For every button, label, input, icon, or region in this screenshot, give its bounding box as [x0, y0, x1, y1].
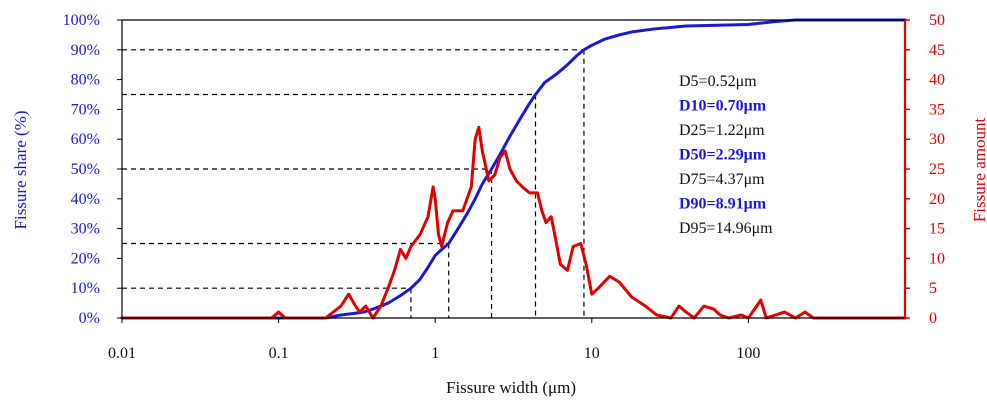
right-tick-label: 20: [929, 191, 945, 208]
annotation-d50: D50=2.29μm: [679, 147, 767, 164]
right-tick-label: 25: [929, 161, 945, 178]
annotation-d90: D90=8.91μm: [679, 196, 767, 213]
annotation-d10: D10=0.70μm: [679, 98, 767, 115]
series-lines: [120, 18, 907, 320]
left-tick-label: 70%: [71, 101, 100, 118]
right-tick-label: 30: [929, 131, 945, 148]
left-tick-label: 10%: [71, 280, 100, 297]
right-tick-label: 15: [929, 221, 945, 238]
right-tick-label: 10: [929, 250, 945, 267]
x-axis-title: Fissure width (μm): [446, 378, 576, 397]
annotation-d5: D5=0.52μm: [679, 73, 757, 90]
x-tick-label: 0.01: [108, 345, 136, 362]
left-tick-label: 0%: [79, 310, 100, 327]
left-tick-label: 90%: [71, 42, 100, 59]
right-axis-title: Fissure amount: [970, 118, 987, 223]
guide-lines: [122, 49, 585, 318]
left-axis-title: Fissure share (%): [11, 111, 30, 230]
tick-labels: 0% 10% 20% 30% 40% 50% 60% 70% 80% 90% 100% 0 5 10 15 2…: [63, 12, 945, 362]
left-tick-label: 100%: [63, 12, 100, 29]
right-tick-label: 50: [929, 12, 945, 29]
left-tick-label: 40%: [71, 191, 100, 208]
right-tick-label: 45: [929, 42, 945, 59]
annotation-d75: D75=4.37μm: [679, 171, 765, 188]
x-tick-label: 0.1: [269, 345, 289, 362]
left-tick-label: 80%: [71, 72, 100, 89]
amount-curve: [120, 125, 907, 320]
d-value-annotations: D5=0.52μm D10=0.70μm D25=1.22μm D50=2.29μm D…: [679, 73, 773, 237]
annotation-d95: D95=14.96μm: [679, 220, 773, 237]
annotation-d25: D25=1.22μm: [679, 122, 765, 139]
x-tick-label: 10: [584, 345, 600, 362]
right-tick-label: 40: [929, 72, 945, 89]
x-tick-label: 100: [736, 345, 760, 362]
left-tick-label: 30%: [71, 221, 100, 238]
right-tick-label: 5: [929, 280, 937, 297]
right-tick-label: 35: [929, 101, 945, 118]
left-tick-label: 20%: [71, 250, 100, 267]
x-tick-label: 1: [431, 345, 439, 362]
right-tick-label: 0: [929, 310, 937, 327]
left-tick-label: 50%: [71, 161, 100, 178]
left-tick-label: 60%: [71, 131, 100, 148]
